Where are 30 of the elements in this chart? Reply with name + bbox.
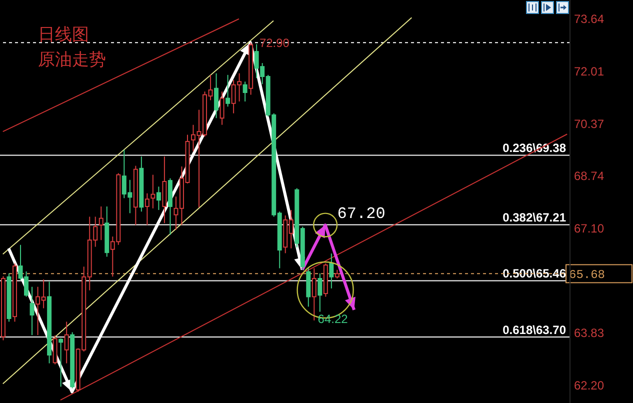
candlestick: [64, 321, 69, 364]
text: 原油走势: [38, 50, 106, 70]
ref-line-label: 0.618\63.70: [502, 323, 566, 338]
candlestick: [47, 281, 52, 364]
candlestick: [150, 174, 156, 209]
text: 日线图: [38, 25, 89, 45]
candlestick: [162, 156, 167, 224]
candlestick: [214, 72, 219, 119]
candlestick: [30, 286, 34, 336]
candlestick: [318, 272, 322, 312]
annotation: 64.22: [318, 312, 348, 326]
ref-line-label: 0.500\65.46: [502, 266, 566, 281]
y-tick-label: 67.10: [574, 221, 604, 236]
ref-line-label: 65.68: [569, 268, 606, 282]
candlestick: [329, 253, 334, 289]
candlestick: [156, 186, 161, 210]
y-tick-label: 70.37: [574, 116, 604, 131]
y-tick-label: 72.01: [574, 64, 604, 78]
candlestick: [98, 206, 104, 241]
candlestick: [242, 81, 248, 102]
annotation: 67.20: [337, 205, 386, 224]
y-tick-label: 63.83: [574, 326, 604, 340]
candlestick: [306, 268, 311, 308]
annotation: 72.90: [259, 36, 290, 50]
candlestick: [312, 268, 316, 321]
candlestick: [220, 91, 224, 126]
y-tick-label: 62.20: [574, 378, 604, 392]
y-tick-label: 68.74: [574, 168, 604, 183]
y-tick-label: 73.64: [574, 12, 604, 26]
ref-line-label: 0.382\67.21: [502, 210, 566, 225]
